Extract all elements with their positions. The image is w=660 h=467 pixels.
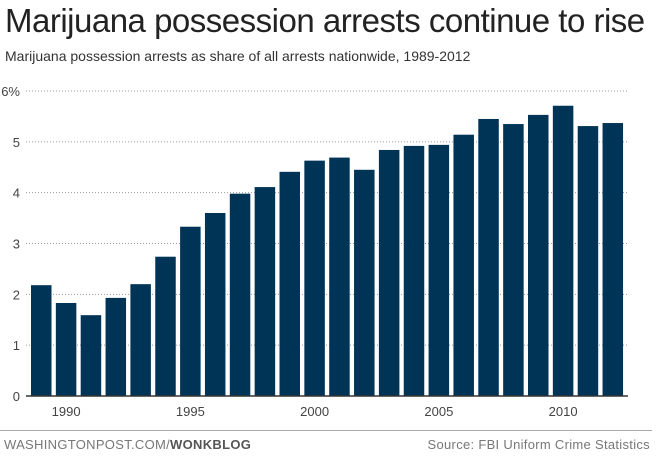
bar-2009 xyxy=(528,114,549,397)
x-tick-label: 1990 xyxy=(52,404,81,419)
y-tick-label: 2 xyxy=(13,287,20,302)
y-tick-label: 6% xyxy=(1,84,20,99)
credit-text: WASHINGTONPOST.COM/WONKBLOG xyxy=(4,437,251,452)
bar-1990 xyxy=(55,302,77,396)
y-tick-label: 0 xyxy=(13,389,20,404)
x-tick-label: 1995 xyxy=(176,404,205,419)
bar-1996 xyxy=(204,213,226,396)
credit-prefix: WASHINGTONPOST.COM/ xyxy=(4,437,171,452)
x-tick-label: 2000 xyxy=(300,404,329,419)
bar-1995 xyxy=(180,226,201,396)
bar-2003 xyxy=(378,149,400,396)
bar-2006 xyxy=(453,134,474,396)
credit-bold: WONKBLOG xyxy=(170,437,252,452)
chart-subtitle: Marijuana possession arrests as share of… xyxy=(5,48,471,64)
bar-2011 xyxy=(577,126,599,396)
bar-1998 xyxy=(254,187,276,396)
y-tick-label: 5 xyxy=(13,135,20,150)
y-tick-label: 3 xyxy=(13,237,20,252)
y-tick-label: 4 xyxy=(13,186,20,201)
bar-2008 xyxy=(503,124,524,397)
chart-title: Marijuana possession arrests continue to… xyxy=(5,2,645,39)
y-tick-label: 1 xyxy=(13,338,20,353)
bar-1997 xyxy=(229,193,251,396)
bar-1994 xyxy=(155,256,176,396)
bar-2005 xyxy=(428,144,450,396)
bar-2002 xyxy=(354,169,375,396)
bar-2001 xyxy=(329,157,350,396)
bar-1993 xyxy=(130,284,151,396)
bar-2004 xyxy=(403,145,425,396)
bar-1991 xyxy=(80,315,102,396)
bar-chart: 0 1 2 3 4 5 6% 1990 1995 2000 2005 2010 xyxy=(1,84,628,419)
bar-1999 xyxy=(279,171,300,396)
bar-1992 xyxy=(105,297,127,396)
footer-divider xyxy=(0,430,652,431)
bar-2012 xyxy=(602,123,624,397)
x-tick-label: 2005 xyxy=(424,404,453,419)
x-tick-label: 2010 xyxy=(549,404,578,419)
bar-2010 xyxy=(552,105,574,396)
bar-1989 xyxy=(31,285,52,396)
bar-2007 xyxy=(478,118,499,396)
source-text: Source: FBI Uniform Crime Statistics xyxy=(427,437,650,452)
bar-2000 xyxy=(304,160,325,396)
